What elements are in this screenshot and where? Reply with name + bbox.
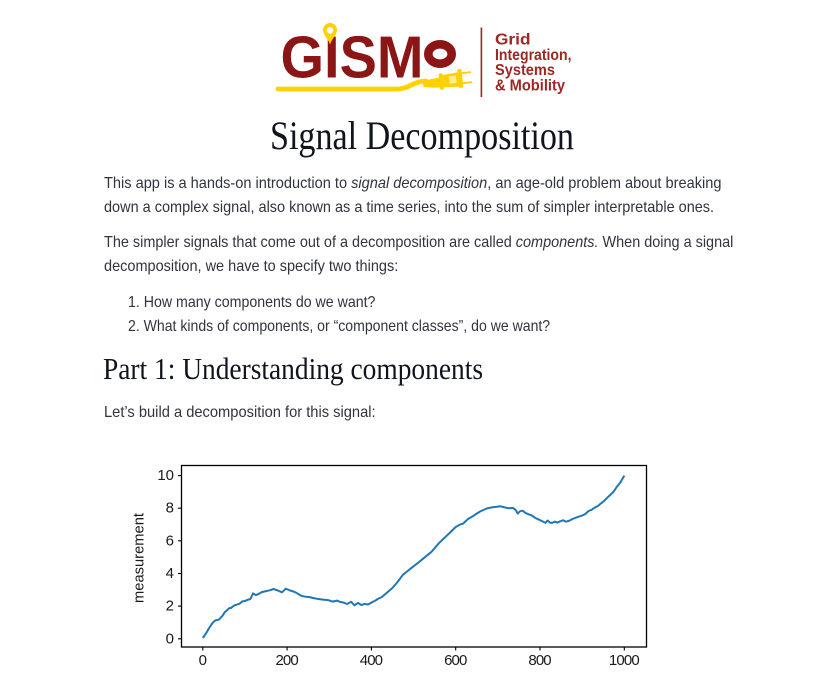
svg-text:2: 2 <box>166 598 174 615</box>
svg-text:0: 0 <box>199 652 207 669</box>
svg-text:400: 400 <box>360 652 383 669</box>
svg-text:600: 600 <box>444 652 467 669</box>
svg-text:10: 10 <box>157 467 174 484</box>
svg-text:4: 4 <box>166 565 174 582</box>
svg-text:6: 6 <box>166 532 174 549</box>
svg-text:800: 800 <box>528 652 551 669</box>
svg-text:200: 200 <box>276 652 299 669</box>
svg-text:measurement: measurement <box>131 512 148 603</box>
svg-text:Integration,: Integration, <box>495 47 572 64</box>
svg-text:Systems: Systems <box>495 62 555 79</box>
svg-text:1000: 1000 <box>609 652 640 669</box>
svg-text:0: 0 <box>166 630 174 647</box>
svg-text:8: 8 <box>166 500 174 517</box>
svg-text:& Mobility: & Mobility <box>495 77 565 94</box>
svg-text:GISM: GISM <box>281 25 424 91</box>
svg-text:Grid: Grid <box>495 32 531 49</box>
